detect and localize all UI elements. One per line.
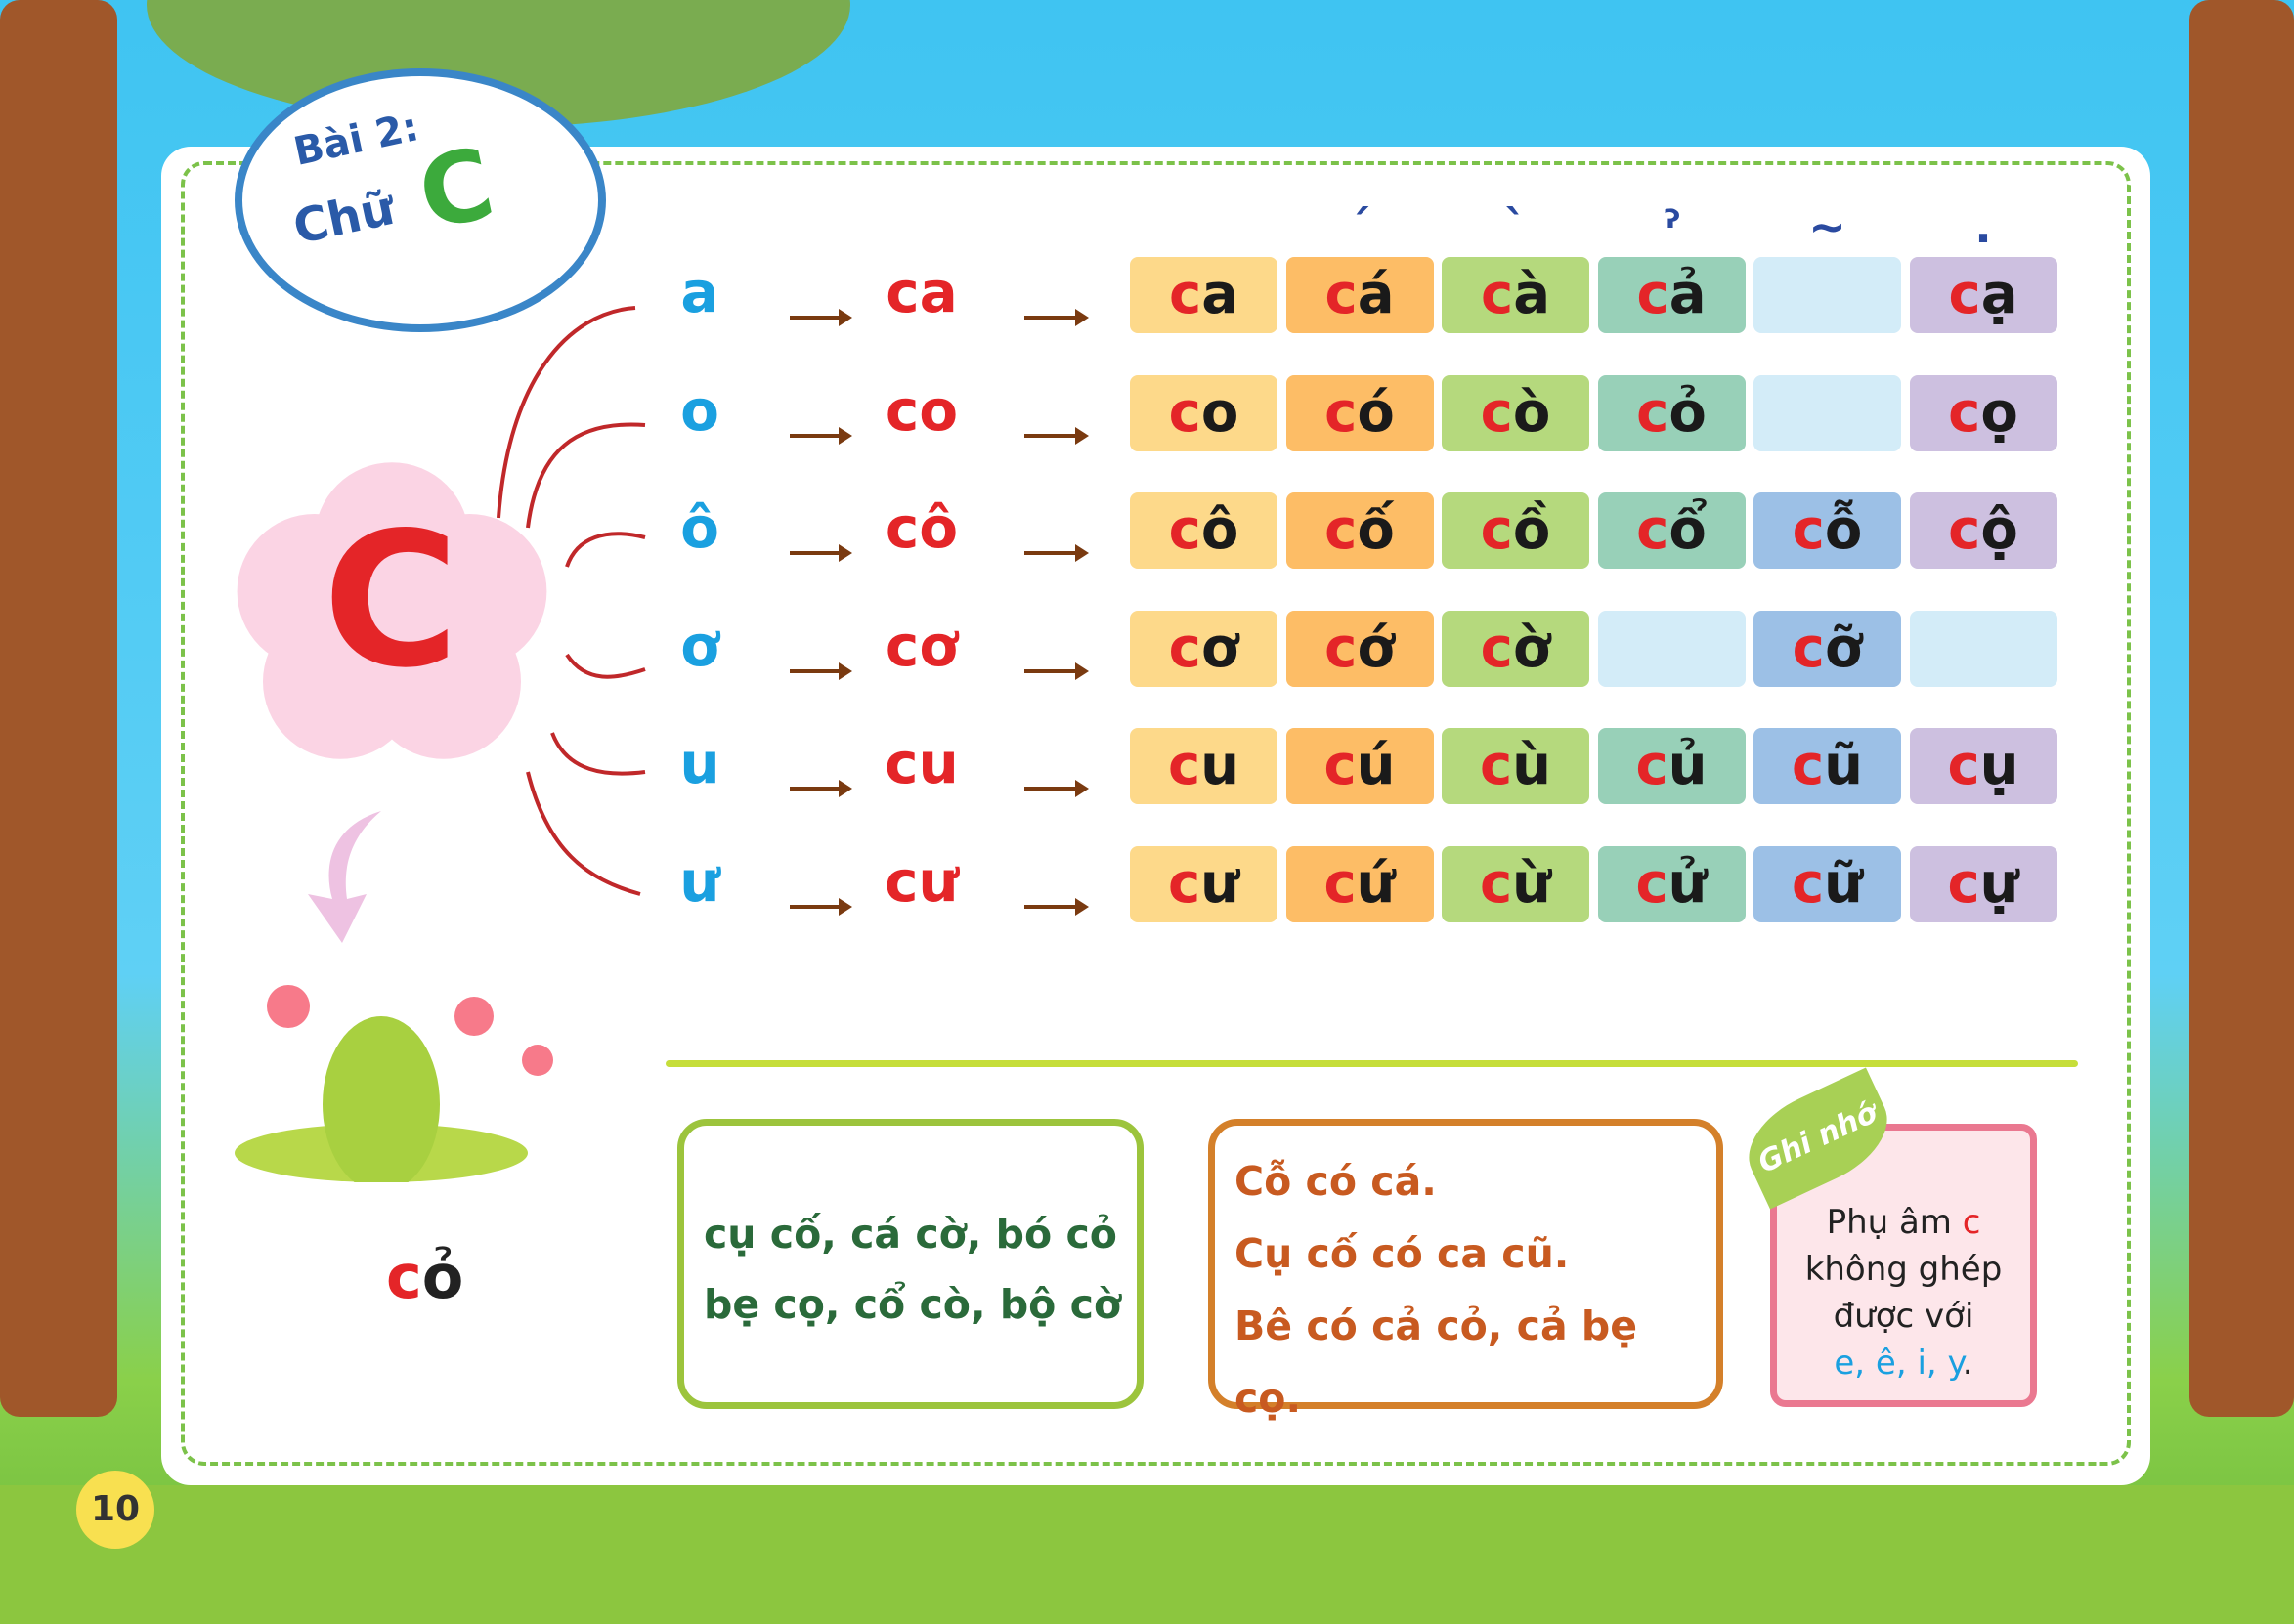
arrow-icon — [790, 897, 852, 916]
big-letter: C — [323, 492, 459, 708]
syllable-cell — [1909, 610, 2057, 687]
syllable: cư — [885, 847, 959, 915]
vowel: u — [679, 730, 720, 796]
syllable-cell: cơ — [1130, 610, 1277, 687]
branch-arrows — [497, 306, 646, 896]
syllable-cell: cớ — [1285, 610, 1434, 687]
arrow-icon — [1024, 426, 1089, 445]
grass-bush-icon — [235, 985, 553, 1182]
syllable-cell: cô — [1130, 492, 1277, 569]
sentence-2: Cụ cố có ca cũ. — [1234, 1230, 1570, 1277]
sentence-1: Cỗ có cá. — [1234, 1158, 1437, 1205]
syllable-cell: cò — [1442, 374, 1589, 451]
flower-icon — [237, 462, 547, 759]
syllable-cell: cu — [1130, 728, 1277, 804]
syllable: ca — [886, 259, 958, 325]
syllable-cell: cự — [1909, 845, 2057, 922]
arrow-icon — [1024, 897, 1089, 916]
syllable-cell: cũ — [1753, 728, 1901, 804]
syllable-cell: cồ — [1442, 492, 1589, 569]
syllable-cell: cỏ — [1597, 374, 1746, 451]
syllable: co — [885, 376, 959, 444]
arrow-icon — [1024, 309, 1089, 326]
tree-left — [0, 0, 117, 1417]
tone-mark: . — [1974, 200, 1992, 253]
vowel: a — [680, 259, 719, 325]
tree-right — [2189, 0, 2294, 1417]
tone-mark: ˀ — [1664, 200, 1679, 253]
syllable-cell: cừ — [1442, 845, 1589, 922]
syllable: cô — [885, 494, 959, 561]
syllable-cell — [1597, 610, 1746, 687]
vowel: ô — [680, 494, 719, 561]
syllable-cell: ca — [1130, 257, 1277, 333]
syllable-cell: cố — [1285, 492, 1434, 569]
vowel: o — [680, 376, 719, 444]
syllable-cell: cú — [1285, 728, 1434, 804]
arrow-icon — [790, 309, 852, 326]
syllable-cell: cà — [1442, 257, 1589, 333]
syllable: cu — [885, 730, 959, 796]
arrow-icon — [790, 780, 852, 797]
syllable-cell: cứ — [1285, 845, 1434, 922]
syllable-cell: củ — [1597, 728, 1746, 804]
syllable-cell — [1753, 257, 1901, 333]
arrow-icon — [790, 662, 852, 680]
syllable-cell: cạ — [1909, 257, 2057, 333]
divider-vine — [666, 1060, 2078, 1067]
tone-mark: ˋ — [1504, 200, 1527, 253]
tone-mark: ~ — [1808, 200, 1846, 253]
arrow-icon — [790, 426, 852, 445]
syllable-cell: cữ — [1753, 845, 1901, 922]
words-line-1: cụ cố, cá cờ, bó cỏ — [704, 1211, 1117, 1258]
arrow-icon — [790, 544, 852, 562]
picture-word-rest: ỏ — [421, 1241, 464, 1312]
arrow-icon — [1024, 544, 1089, 562]
dashed-border — [181, 161, 2131, 1466]
arrow-icon — [1024, 780, 1089, 797]
arrow-icon — [1024, 662, 1089, 680]
note-line-3: được với — [1833, 1297, 1974, 1336]
title-cloud — [235, 68, 606, 332]
syllable: cơ — [885, 612, 959, 679]
words-line-2: bẹ cọ, cổ cò, bộ cờ — [704, 1281, 1122, 1328]
tone-mark: ˊ — [1348, 200, 1371, 253]
syllable-cell: cổ — [1597, 492, 1746, 569]
sentences-box: Cỗ có cá. Cụ cố có ca cũ. Bê có cả cỏ, c… — [1208, 1119, 1723, 1422]
down-arrow-icon — [308, 811, 381, 943]
picture-word: cỏ — [386, 1241, 464, 1312]
syllable-cell: cộ — [1909, 492, 2057, 569]
syllable-cell — [1753, 374, 1901, 451]
sentence-3: Bê có cả cỏ, cả bẹ cọ. — [1234, 1303, 1638, 1422]
syllable-cell: cá — [1285, 257, 1434, 333]
note-line-2: không ghép — [1804, 1250, 2003, 1289]
syllable-cell: cỡ — [1753, 610, 1901, 687]
syllable-cell: cỗ — [1753, 492, 1901, 569]
note-line-4: e, ê, i, y. — [1834, 1344, 1973, 1383]
syllable-cell: cụ — [1909, 728, 2057, 804]
grass — [0, 1485, 2294, 1624]
syllable-cell: cọ — [1909, 374, 2057, 451]
vowel: ơ — [680, 612, 719, 679]
words-box: cụ cố, cá cờ, bó cỏ bẹ cọ, cổ cò, bộ cờ — [677, 1119, 1144, 1409]
syllable-cell: cư — [1130, 845, 1277, 922]
page-number: 10 — [76, 1471, 154, 1549]
syllable-cell: cờ — [1442, 610, 1589, 687]
syllable-cell: cả — [1597, 257, 1746, 333]
syllable-cell: cử — [1597, 845, 1746, 922]
syllable-cell: co — [1130, 374, 1277, 451]
note-line-1: Phụ âm c — [1826, 1203, 1981, 1242]
syllable-cell: cù — [1442, 728, 1589, 804]
vowel: ư — [679, 847, 720, 915]
syllable-cell: có — [1285, 374, 1434, 451]
